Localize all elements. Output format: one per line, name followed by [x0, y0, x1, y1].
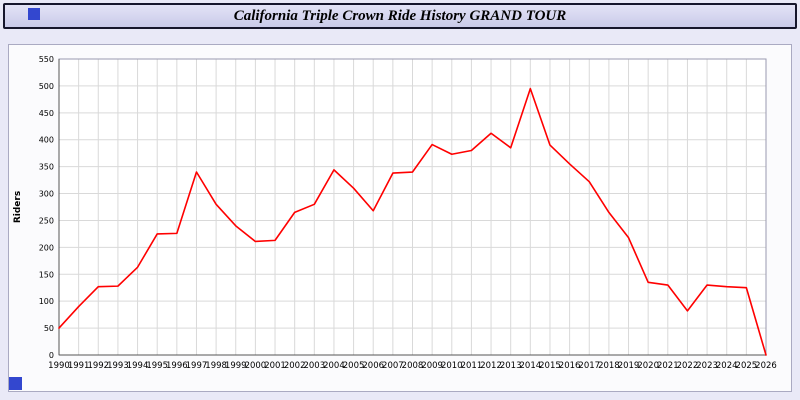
chart-panel: 0 50 100 150 200 250 300 350 400 450 500 550 1990 199… [8, 44, 792, 392]
svg-text:2010: 2010 [441, 361, 463, 371]
svg-text:2024: 2024 [716, 361, 738, 371]
blue-marker-bottom-icon [9, 377, 22, 390]
svg-text:Riders: Riders [13, 191, 23, 223]
svg-text:2014: 2014 [520, 361, 542, 371]
svg-text:2023: 2023 [696, 361, 718, 371]
svg-text:2000: 2000 [245, 361, 267, 371]
svg-text:1993: 1993 [107, 361, 129, 371]
svg-text:1995: 1995 [146, 361, 168, 371]
svg-text:250: 250 [39, 216, 54, 225]
svg-text:2008: 2008 [402, 361, 424, 371]
svg-text:550: 550 [39, 55, 54, 64]
svg-text:1996: 1996 [166, 361, 188, 371]
svg-text:200: 200 [39, 243, 54, 252]
svg-text:1998: 1998 [205, 361, 227, 371]
svg-text:2018: 2018 [598, 361, 620, 371]
svg-text:2015: 2015 [539, 361, 561, 371]
svg-text:1999: 1999 [225, 361, 247, 371]
svg-text:1994: 1994 [127, 361, 149, 371]
svg-text:2002: 2002 [284, 361, 306, 371]
svg-text:2007: 2007 [382, 361, 404, 371]
svg-text:400: 400 [39, 136, 54, 145]
svg-text:2003: 2003 [303, 361, 325, 371]
svg-text:2013: 2013 [500, 361, 522, 371]
svg-text:2017: 2017 [578, 361, 600, 371]
svg-text:2019: 2019 [618, 361, 640, 371]
svg-text:2022: 2022 [677, 361, 699, 371]
svg-text:500: 500 [39, 82, 54, 91]
svg-text:2004: 2004 [323, 361, 345, 371]
svg-text:2011: 2011 [461, 361, 483, 371]
blue-marker-top-icon [28, 8, 40, 20]
svg-text:2020: 2020 [637, 361, 659, 371]
svg-text:150: 150 [39, 270, 54, 279]
svg-text:300: 300 [39, 190, 54, 199]
svg-text:50: 50 [44, 324, 54, 333]
svg-text:2009: 2009 [421, 361, 443, 371]
svg-text:2021: 2021 [657, 361, 679, 371]
svg-text:2012: 2012 [480, 361, 502, 371]
svg-text:1992: 1992 [87, 361, 109, 371]
page-title: California Triple Crown Ride History GRA… [233, 7, 567, 24]
svg-text:2016: 2016 [559, 361, 581, 371]
svg-text:1990: 1990 [48, 361, 70, 371]
svg-text:0: 0 [49, 351, 54, 360]
svg-text:2026: 2026 [755, 361, 777, 371]
svg-text:450: 450 [39, 109, 54, 118]
svg-text:2025: 2025 [736, 361, 758, 371]
svg-text:2005: 2005 [343, 361, 365, 371]
title-bar: California Triple Crown Ride History GRA… [3, 3, 797, 29]
ride-history-line-chart: 0501001502002503003504004505005501990199… [13, 55, 777, 371]
svg-text:350: 350 [39, 163, 54, 172]
svg-text:2006: 2006 [362, 361, 384, 371]
svg-text:2001: 2001 [264, 361, 286, 371]
svg-text:1997: 1997 [186, 361, 208, 371]
svg-text:100: 100 [39, 297, 54, 306]
svg-text:1991: 1991 [68, 361, 90, 371]
